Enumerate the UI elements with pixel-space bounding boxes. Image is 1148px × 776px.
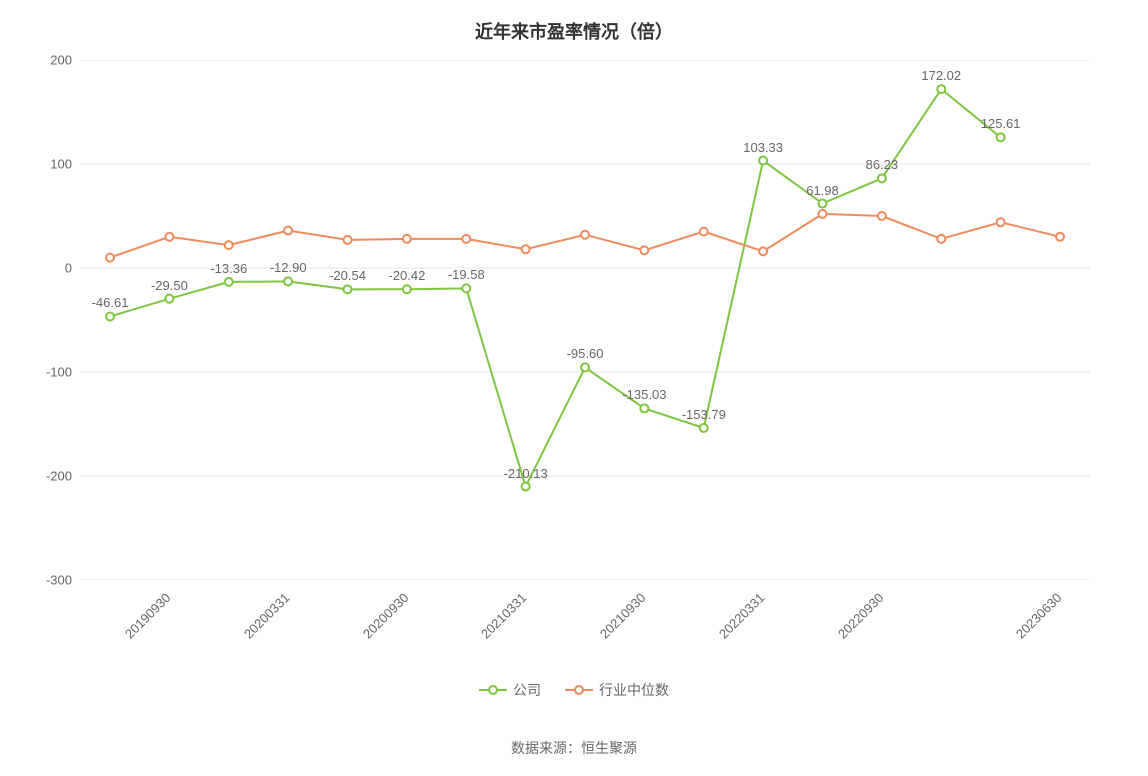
data-point-label: -12.90 <box>270 260 307 275</box>
x-axis-tick-label: 20220331 <box>716 590 768 642</box>
data-point-label: -29.50 <box>151 278 188 293</box>
data-point-label: -13.36 <box>210 261 247 276</box>
data-point-label: -95.60 <box>567 346 604 361</box>
data-point-label: 172.02 <box>921 68 961 83</box>
chart-svg <box>80 60 1090 580</box>
data-point-label: -46.61 <box>92 295 129 310</box>
legend-item-company[interactable]: 公司 <box>479 680 541 700</box>
data-point-label: -135.03 <box>622 387 666 402</box>
y-axis-tick-label: -100 <box>46 365 72 380</box>
data-point-label: -20.42 <box>388 268 425 283</box>
y-axis-tick-label: -300 <box>46 573 72 588</box>
legend-item-industry-median[interactable]: 行业中位数 <box>565 680 669 700</box>
data-point-label: 125.61 <box>981 116 1021 131</box>
legend-marker <box>479 683 507 697</box>
x-axis-tick-label: 20200331 <box>241 590 293 642</box>
x-axis-tick-label: 20210331 <box>478 590 530 642</box>
y-axis-tick-label: 200 <box>50 53 72 68</box>
y-axis-tick-label: 0 <box>65 261 72 276</box>
data-point-label: -19.58 <box>448 267 485 282</box>
data-point-label: 86.23 <box>866 157 899 172</box>
data-point-label: -210.13 <box>504 466 548 481</box>
chart-title: 近年来市盈率情况（倍） <box>0 18 1148 44</box>
chart-plot-area: -300-200-1000100200201909302020033120200… <box>80 60 1090 580</box>
data-point-label: 103.33 <box>743 140 783 155</box>
y-axis-tick-label: 100 <box>50 157 72 172</box>
chart-source: 数据来源：恒生聚源 <box>0 738 1148 758</box>
x-axis-tick-label: 20210930 <box>597 590 649 642</box>
legend-marker <box>565 683 593 697</box>
y-axis-tick-label: -200 <box>46 469 72 484</box>
x-axis-tick-label: 20190930 <box>122 590 174 642</box>
x-axis-tick-label: 20230630 <box>1013 590 1065 642</box>
data-point-label: -20.54 <box>329 268 366 283</box>
legend-label: 公司 <box>513 680 541 700</box>
x-axis-tick-label: 20200930 <box>359 590 411 642</box>
chart-legend: 公司 行业中位数 <box>0 680 1148 700</box>
data-point-label: 61.98 <box>806 183 839 198</box>
data-point-label: -153.79 <box>682 407 726 422</box>
x-axis-tick-label: 20220930 <box>834 590 886 642</box>
legend-label: 行业中位数 <box>599 680 669 700</box>
